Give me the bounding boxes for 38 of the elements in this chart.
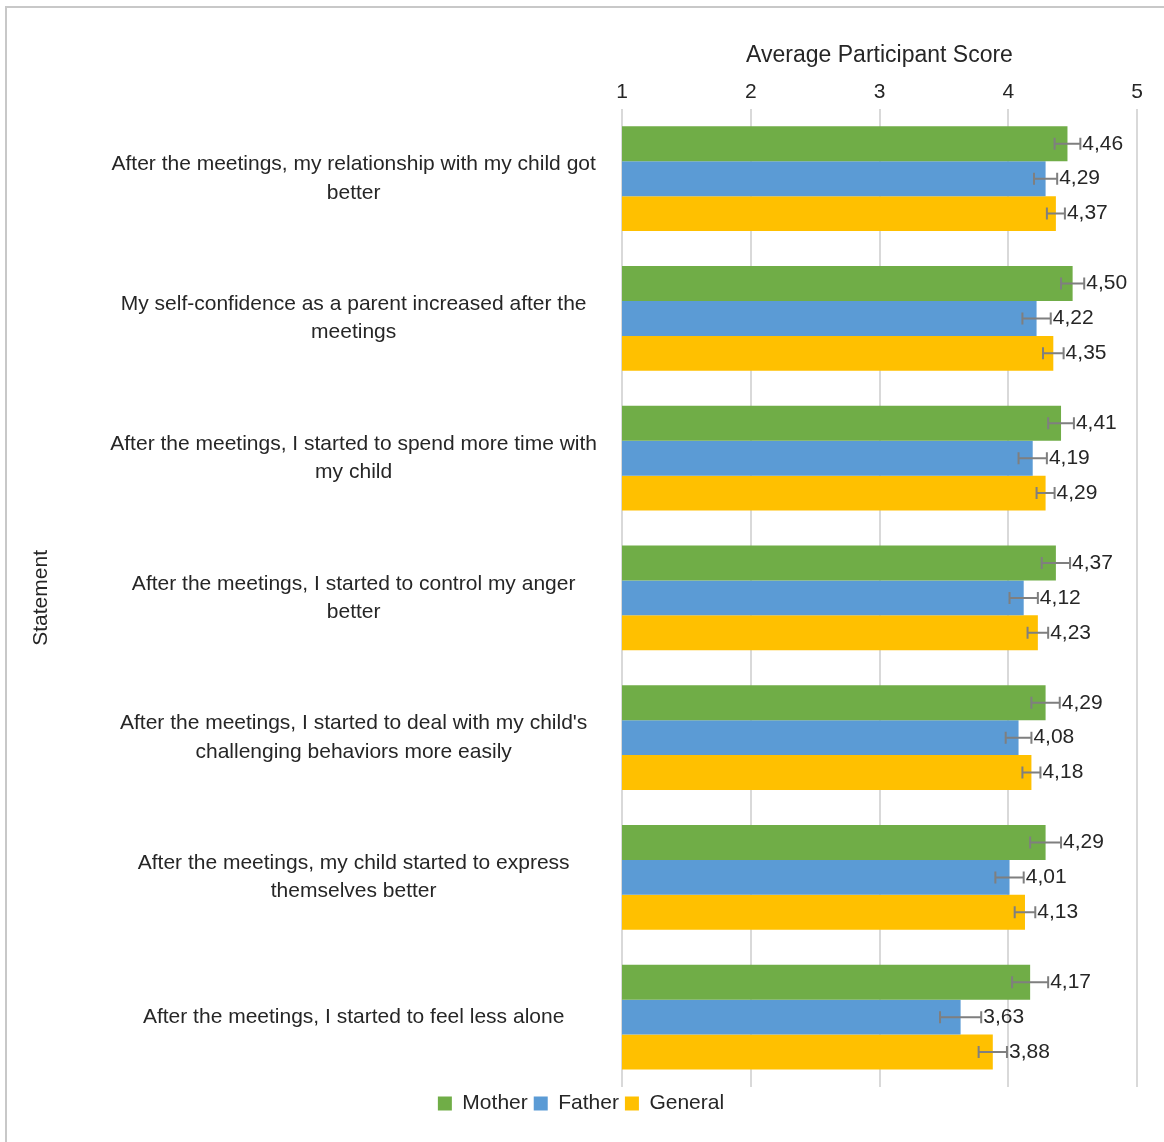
data-label: 4,35 <box>1065 340 1107 364</box>
data-label: 4,29 <box>1059 165 1101 189</box>
data-label: 3,63 <box>983 1003 1025 1027</box>
data-label: 3,88 <box>1008 1038 1050 1062</box>
x-tick-label: 5 <box>1131 79 1143 102</box>
x-tick-label: 1 <box>616 79 628 102</box>
y-tick-label: After the meetings, my relationship with my child got better <box>111 151 596 203</box>
data-label: 4,01 <box>1025 864 1067 888</box>
y-tick-label: After the meetings, I started to spend more time with my child <box>110 430 598 483</box>
legend-label: General <box>649 1090 725 1114</box>
x-tick-label: 2 <box>744 79 757 102</box>
data-label: 4,17 <box>1050 968 1092 992</box>
data-label: 4,29 <box>1063 829 1104 853</box>
y-tick-label: After the meetings, I started to deal with my child's challenging behaviors more easily <box>119 710 588 762</box>
data-label: 4,19 <box>1048 444 1090 468</box>
data-label: 4,22 <box>1052 305 1094 329</box>
data-label: 4,23 <box>1050 619 1092 643</box>
data-label: 4,18 <box>1042 759 1084 783</box>
y-tick-label: After the meetings, I started to feel less alone <box>142 1003 565 1027</box>
legend-label: Father <box>558 1090 619 1114</box>
y-tick-label: My self-confidence as a parent increased after the meetings <box>120 291 587 343</box>
y-tick-label: After the meetings, my child started to express themselves better <box>137 850 570 902</box>
x-tick-label: 4 <box>1002 79 1015 102</box>
data-label: 4,29 <box>1056 479 1098 503</box>
y-axis-title: Statement <box>28 549 52 646</box>
legend-label: Mother <box>462 1090 528 1114</box>
data-label: 4,46 <box>1082 130 1124 154</box>
data-label: 4,12 <box>1039 584 1081 608</box>
data-label: 4,41 <box>1075 410 1117 434</box>
data-label: 4,37 <box>1072 549 1113 573</box>
data-label: 4,08 <box>1033 724 1075 748</box>
x-tick-label: 3 <box>873 79 886 102</box>
data-label: 4,29 <box>1061 689 1103 713</box>
x-axis-title: Average Participant Score <box>746 41 1013 68</box>
y-tick-label: After the meetings, I started to control my anger better <box>131 570 576 622</box>
data-label: 4,37 <box>1066 200 1108 224</box>
data-label: 4,50 <box>1086 270 1128 294</box>
data-label: 4,13 <box>1037 899 1079 923</box>
